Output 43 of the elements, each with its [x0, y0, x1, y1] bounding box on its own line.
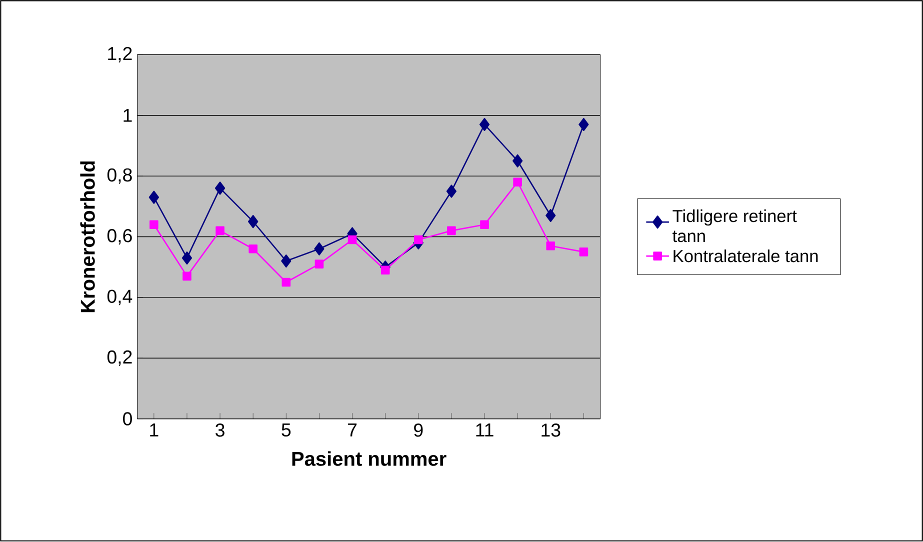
x-tick-label: 13 — [542, 424, 560, 437]
point — [216, 226, 224, 236]
x-tick-label: 5 — [282, 424, 291, 437]
x-axis-title: Pasient nummer — [292, 451, 446, 466]
y-tick-label: 0,2 — [107, 350, 132, 366]
point — [248, 244, 258, 254]
y-tick-label: 0,4 — [107, 290, 132, 306]
point — [281, 254, 292, 268]
point — [512, 154, 523, 168]
point — [314, 242, 324, 256]
point — [348, 236, 357, 244]
legend-label: Kontralaterale tann — [674, 250, 818, 262]
point — [579, 248, 588, 257]
point — [546, 209, 556, 222]
point — [414, 236, 423, 244]
point — [480, 220, 489, 230]
point — [248, 215, 258, 228]
point — [578, 118, 589, 132]
point — [214, 182, 226, 195]
point — [182, 252, 192, 265]
point — [282, 278, 291, 287]
point — [546, 242, 556, 250]
point — [148, 190, 159, 204]
point — [182, 272, 192, 281]
x-tick-label: 3 — [216, 424, 224, 437]
y-tick-label: 1,2 — [108, 47, 132, 63]
y-tick-label: 1 — [124, 109, 132, 122]
x-tick-label: 11 — [476, 424, 494, 437]
point — [513, 178, 522, 187]
x-tick-label: 9 — [414, 424, 423, 437]
point — [479, 118, 490, 132]
point — [380, 266, 390, 275]
y-tick-label: 0 — [123, 412, 132, 426]
y-tick-label: 0,8 — [107, 168, 132, 184]
x-tick-label: 1 — [150, 424, 158, 437]
point — [446, 184, 457, 198]
legend-label: Tidligere retinert tann — [672, 210, 797, 242]
point — [150, 220, 158, 230]
y-tick-label: 0,6 — [107, 229, 132, 245]
point — [447, 226, 456, 236]
point — [314, 260, 324, 269]
y-axis-title: Kronerotforhold — [80, 162, 95, 312]
x-tick-label: 7 — [348, 424, 357, 437]
